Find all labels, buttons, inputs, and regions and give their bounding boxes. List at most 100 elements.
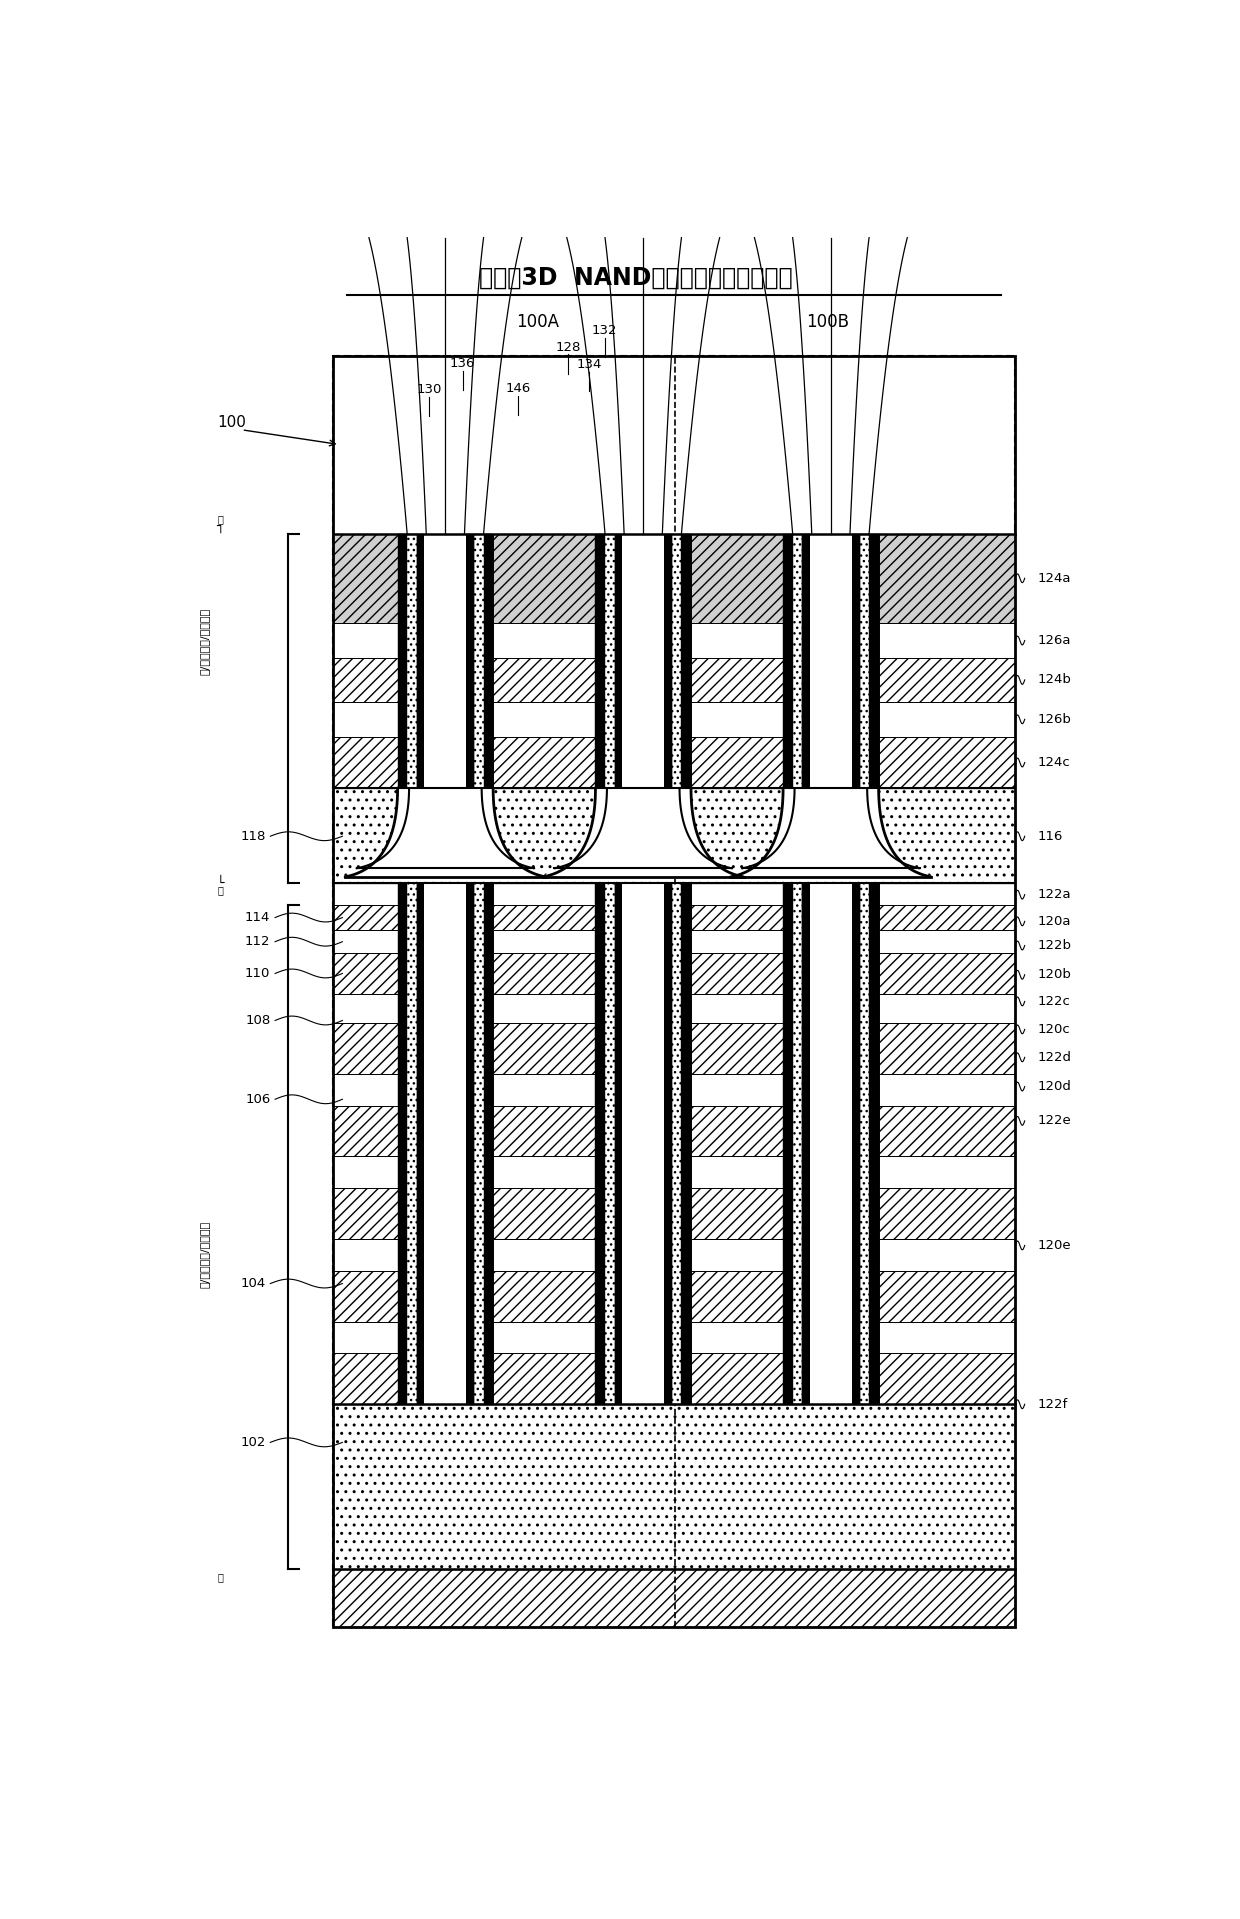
Bar bbox=[879, 906, 1016, 931]
Text: 126a: 126a bbox=[1037, 633, 1070, 647]
Bar bbox=[605, 883, 615, 1405]
Polygon shape bbox=[481, 789, 546, 877]
Bar bbox=[417, 533, 424, 789]
Text: 下: 下 bbox=[217, 1572, 223, 1581]
Bar bbox=[494, 1270, 595, 1322]
Bar bbox=[691, 1353, 784, 1405]
Bar bbox=[859, 883, 869, 1405]
Bar bbox=[332, 1353, 398, 1405]
Text: 100B: 100B bbox=[806, 313, 849, 330]
Bar bbox=[810, 883, 852, 1405]
Text: 100: 100 bbox=[217, 415, 247, 430]
Text: 104: 104 bbox=[241, 1276, 265, 1290]
Polygon shape bbox=[543, 789, 606, 877]
Bar bbox=[332, 533, 398, 624]
Text: 120a: 120a bbox=[1037, 915, 1070, 929]
Bar bbox=[879, 1322, 1016, 1353]
Bar bbox=[879, 1075, 1016, 1105]
Bar bbox=[332, 1157, 398, 1188]
Bar bbox=[494, 883, 595, 906]
Bar bbox=[879, 658, 1016, 702]
Polygon shape bbox=[742, 789, 920, 869]
Bar bbox=[691, 954, 784, 994]
Text: 122a: 122a bbox=[1037, 888, 1071, 902]
Bar bbox=[494, 1188, 595, 1240]
Text: 122d: 122d bbox=[1037, 1052, 1071, 1063]
Bar bbox=[466, 883, 474, 1405]
Bar bbox=[332, 624, 398, 658]
Text: 122e: 122e bbox=[1037, 1115, 1071, 1126]
Bar bbox=[615, 883, 622, 1405]
Bar bbox=[622, 883, 665, 1405]
Text: 上: 上 bbox=[217, 514, 223, 524]
Bar bbox=[494, 737, 595, 789]
Bar bbox=[622, 533, 665, 789]
Bar bbox=[494, 1105, 595, 1157]
Text: 新颖的3D  NAND存储器件及其形成方法: 新颖的3D NAND存储器件及其形成方法 bbox=[479, 265, 792, 290]
Text: 124a: 124a bbox=[1037, 572, 1070, 585]
Polygon shape bbox=[543, 869, 744, 877]
Bar bbox=[691, 624, 784, 658]
Text: 106: 106 bbox=[246, 1092, 270, 1105]
Bar bbox=[691, 994, 784, 1023]
Bar bbox=[332, 1105, 398, 1157]
Bar bbox=[852, 533, 859, 789]
Bar bbox=[474, 533, 484, 789]
Bar bbox=[494, 1157, 595, 1188]
Polygon shape bbox=[680, 789, 744, 877]
Text: 128: 128 bbox=[556, 340, 580, 353]
Bar bbox=[332, 994, 398, 1023]
Bar bbox=[332, 931, 398, 954]
Bar bbox=[879, 624, 1016, 658]
Bar bbox=[494, 624, 595, 658]
Bar bbox=[869, 883, 879, 1405]
Bar bbox=[691, 737, 784, 789]
Bar bbox=[417, 883, 424, 1405]
Bar bbox=[691, 1105, 784, 1157]
Text: 134: 134 bbox=[577, 359, 603, 370]
Bar bbox=[665, 883, 672, 1405]
Text: 124b: 124b bbox=[1037, 674, 1071, 687]
Bar bbox=[691, 906, 784, 931]
Bar bbox=[879, 1105, 1016, 1157]
Text: 108: 108 bbox=[246, 1013, 270, 1027]
Bar bbox=[332, 658, 398, 702]
Bar bbox=[879, 954, 1016, 994]
Text: 120c: 120c bbox=[1037, 1023, 1070, 1036]
Bar bbox=[691, 1322, 784, 1353]
Bar bbox=[332, 702, 398, 737]
Bar bbox=[665, 533, 672, 789]
Text: 132: 132 bbox=[591, 324, 618, 338]
Bar bbox=[691, 1075, 784, 1105]
Bar bbox=[332, 355, 1016, 1627]
Bar bbox=[784, 883, 792, 1405]
Bar bbox=[595, 533, 605, 789]
Bar bbox=[879, 1240, 1016, 1270]
Text: 136: 136 bbox=[450, 357, 475, 370]
Bar bbox=[595, 883, 605, 1405]
Text: 126b: 126b bbox=[1037, 712, 1071, 725]
Text: └: └ bbox=[217, 877, 224, 890]
Bar bbox=[494, 994, 595, 1023]
Bar bbox=[879, 533, 1016, 624]
Text: ┐: ┐ bbox=[217, 520, 224, 533]
Bar bbox=[879, 702, 1016, 737]
Bar bbox=[332, 906, 398, 931]
Polygon shape bbox=[357, 789, 534, 869]
Bar bbox=[332, 789, 1016, 883]
Bar bbox=[398, 533, 407, 789]
Bar bbox=[879, 1270, 1016, 1322]
Bar bbox=[484, 883, 494, 1405]
Text: 110: 110 bbox=[246, 967, 270, 981]
Bar bbox=[672, 533, 682, 789]
Bar bbox=[332, 355, 1016, 1627]
Text: 上/存储器件/上半堆栈: 上/存储器件/上半堆栈 bbox=[200, 608, 210, 675]
Bar bbox=[407, 883, 417, 1405]
Bar bbox=[407, 533, 417, 789]
Bar bbox=[494, 1075, 595, 1105]
Bar bbox=[494, 533, 595, 624]
Bar bbox=[802, 883, 810, 1405]
Text: 124c: 124c bbox=[1037, 756, 1070, 770]
Text: 112: 112 bbox=[244, 935, 270, 948]
Text: 102: 102 bbox=[241, 1435, 265, 1449]
